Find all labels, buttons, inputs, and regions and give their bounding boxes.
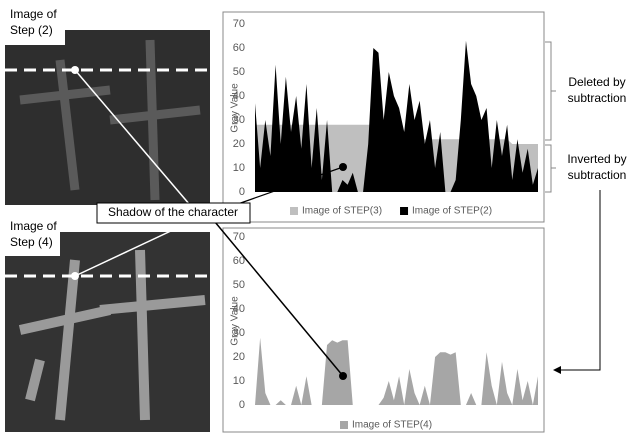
- bracket: [545, 41, 556, 141]
- pointer: [214, 221, 344, 377]
- y-tick-label: 10: [233, 162, 245, 174]
- y-tick-label: 50: [233, 279, 245, 291]
- y-tick-label: 0: [239, 186, 245, 198]
- y-tick-label: 0: [239, 399, 245, 411]
- legend-label: Image of STEP(2): [412, 206, 492, 217]
- image-label: Image of Step (2): [10, 7, 57, 37]
- pointer: [74, 221, 191, 277]
- annotation: Deleted by subtraction: [568, 75, 627, 105]
- legend-swatch: [290, 207, 298, 215]
- annotation: Inverted by subtraction: [567, 152, 626, 182]
- legend-label: Image of STEP(4): [352, 420, 432, 431]
- y-tick-label: 50: [233, 66, 245, 78]
- y-tick-label: 60: [233, 255, 245, 267]
- y-tick-label: 70: [233, 231, 245, 243]
- callout-box: [96, 202, 251, 224]
- photo-step2: [5, 30, 210, 205]
- y-tick-label: 20: [233, 351, 245, 363]
- y-tick-label: 60: [233, 42, 245, 54]
- y-tick-label: 40: [233, 90, 245, 102]
- pointer: [74, 69, 191, 206]
- y-tick-label: 20: [233, 138, 245, 150]
- area: [255, 337, 538, 405]
- character-bottom: [18, 249, 206, 421]
- legend-swatch: [340, 421, 348, 429]
- area: [255, 40, 538, 192]
- label-bg: [5, 5, 65, 45]
- label-bg: [5, 218, 60, 256]
- y-tick-label: 40: [233, 303, 245, 315]
- y-axis-label: Gray Value: [230, 296, 241, 346]
- arrow: [558, 190, 601, 371]
- y-tick-label: 30: [233, 327, 245, 339]
- callout: Shadow of the character: [108, 205, 238, 219]
- bracket: [545, 144, 556, 193]
- photo-step4: [5, 232, 210, 432]
- y-tick-label: 10: [233, 375, 245, 387]
- legend-label: Image of STEP(3): [302, 206, 382, 217]
- character-top: [19, 39, 201, 201]
- y-tick-label: 70: [233, 18, 245, 30]
- arrow-head: [553, 366, 561, 374]
- legend-swatch: [400, 207, 409, 215]
- dot: [339, 372, 347, 380]
- dot: [339, 163, 347, 171]
- y-axis-label: Gray Value: [230, 83, 241, 133]
- y-tick-label: 30: [233, 114, 245, 126]
- image-label: Image of Step (4): [10, 219, 57, 249]
